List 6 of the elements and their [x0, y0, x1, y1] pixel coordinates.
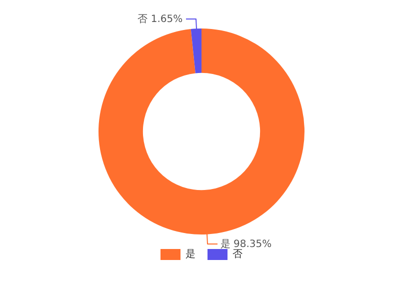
slice-label: 否 [138, 14, 148, 25]
data-label: 98.35% [234, 239, 272, 250]
slice-label: 是 [220, 239, 230, 250]
data-label: 1.65% [150, 14, 183, 25]
legend-label: 否 [232, 249, 242, 260]
legend-label: 是 [186, 249, 196, 260]
